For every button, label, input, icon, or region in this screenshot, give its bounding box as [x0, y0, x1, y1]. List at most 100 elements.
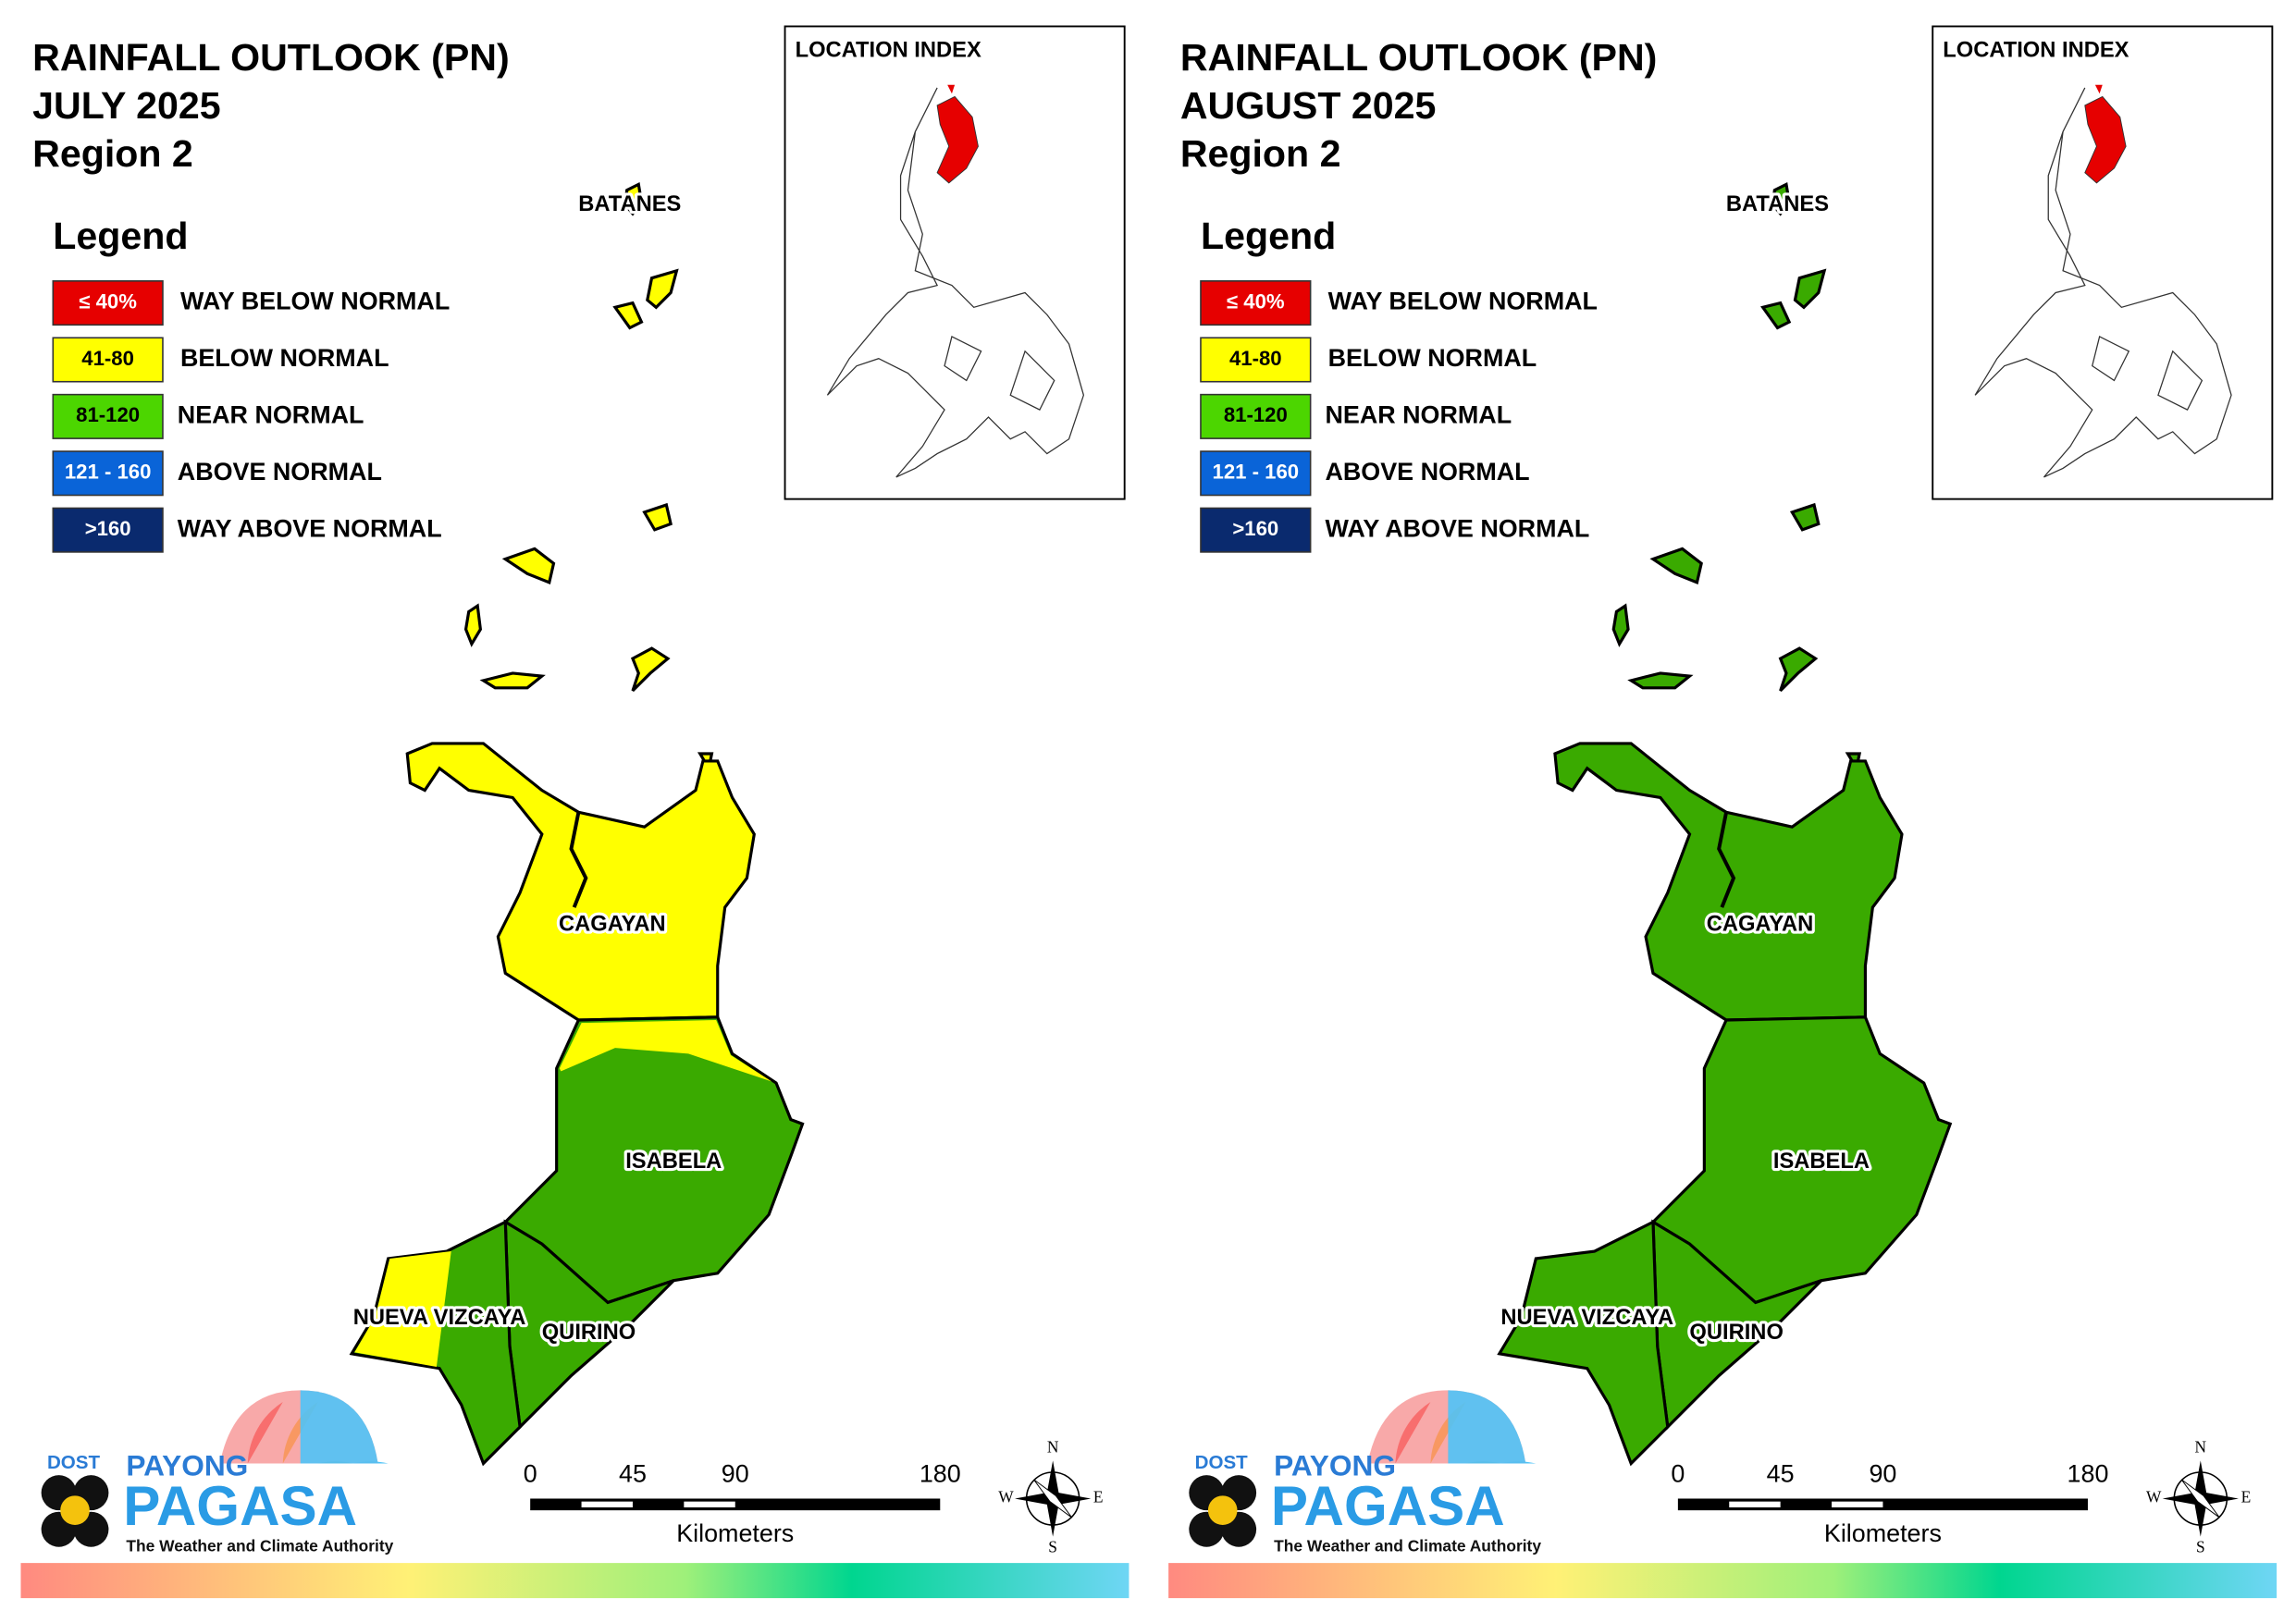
legend-label: WAY ABOVE NORMAL	[178, 514, 442, 542]
outlook-zone	[559, 1020, 772, 1082]
legend-swatch	[52, 280, 164, 326]
legend-swatch-text: 121 - 160	[65, 461, 152, 484]
island	[623, 182, 644, 216]
legend-swatch	[1200, 393, 1312, 439]
compass-star	[2180, 1479, 2220, 1518]
compass-letter: S	[1048, 1537, 1057, 1555]
logo-brand: PAGASA	[1271, 1475, 1505, 1537]
legend-swatch	[1200, 507, 1312, 553]
legend-swatch-text: ≤ 40%	[79, 289, 137, 313]
philippines-outline	[1974, 87, 2232, 478]
scale-bar-seg	[581, 1501, 633, 1507]
province-label: QUIRINO	[542, 1321, 636, 1345]
scale-tick-label: 180	[2068, 1459, 2109, 1487]
scale-bar-seg	[1832, 1501, 1883, 1507]
province-label: NUEVA VIZCAYA	[353, 1306, 526, 1330]
legend-swatch-text: ≤ 40%	[1227, 289, 1285, 313]
legend-swatch	[52, 507, 164, 553]
location-index-label: LOCATION INDEX	[1943, 39, 2129, 63]
island	[1771, 182, 1791, 216]
title-line: Region 2	[32, 132, 193, 175]
region-highlight	[2084, 95, 2127, 184]
river	[1717, 811, 1736, 908]
panel: RAINFALL OUTLOOK (PN) JULY 2025 Region 2 Le…	[20, 25, 1129, 1599]
province-isabela	[1650, 1015, 1953, 1305]
legend-swatch-text: 81-120	[76, 403, 140, 426]
logo-seal	[60, 1495, 90, 1525]
compass-letter: N	[1047, 1438, 1059, 1457]
province-label: ISABELA	[1773, 1150, 1870, 1174]
logo-tagline: The Weather and Climate Authority	[126, 1536, 393, 1555]
legend-swatch	[1200, 280, 1312, 326]
island	[501, 547, 556, 584]
province-label: CAGAYAN	[559, 912, 666, 936]
province-label: ISABELA	[625, 1150, 722, 1174]
legend-label: ABOVE NORMAL	[178, 458, 382, 486]
legend-swatch-text: >160	[1232, 517, 1278, 540]
island	[463, 603, 483, 647]
logo-agency: DOST	[47, 1452, 101, 1473]
scale-tick-label: 180	[920, 1459, 961, 1487]
scale-tick-label: 90	[1869, 1459, 1896, 1487]
province-cagayan	[405, 742, 756, 1022]
scale-tick-label: 45	[1767, 1459, 1795, 1487]
logo-umbrella	[300, 1390, 378, 1464]
legend-swatch-text: 121 - 160	[1213, 461, 1300, 484]
legend-title: Legend	[1201, 215, 1336, 257]
legend-label: NEAR NORMAL	[178, 400, 364, 428]
region-highlight	[936, 95, 979, 184]
province-nueva-vizcaya	[1497, 1219, 1670, 1467]
island	[1793, 268, 1827, 310]
legend-swatch	[52, 393, 164, 439]
compass-star	[1033, 1479, 1073, 1518]
scale-tick-label: 90	[722, 1459, 749, 1487]
title-line: JULY 2025	[32, 84, 221, 127]
scale-bar-seg	[1729, 1501, 1781, 1507]
island	[1611, 603, 1630, 647]
region-highlight	[947, 84, 956, 94]
compass-letter: N	[2195, 1438, 2207, 1457]
footer-band	[20, 1563, 1129, 1599]
title-line: RAINFALL OUTLOOK (PN)	[32, 36, 510, 79]
island	[479, 671, 546, 690]
legend-swatch	[52, 337, 164, 383]
compass-letter: E	[2241, 1487, 2252, 1506]
logo-agency: DOST	[1195, 1452, 1249, 1473]
island	[1778, 646, 1819, 693]
island	[630, 646, 671, 693]
scale-tick-label: 0	[524, 1459, 537, 1487]
legend-label: BELOW NORMAL	[180, 344, 389, 372]
legend-title: Legend	[53, 215, 188, 257]
island	[646, 268, 679, 310]
legend-label: NEAR NORMAL	[1325, 400, 1512, 428]
compass-letter: S	[2196, 1537, 2205, 1555]
province-label: BATANES	[1726, 192, 1829, 216]
island	[612, 301, 644, 330]
legend-swatch-text: 41-80	[81, 347, 134, 370]
region-highlight	[2094, 84, 2103, 94]
legend-swatch	[1200, 337, 1312, 383]
logo-brand: PAGASA	[123, 1475, 357, 1537]
legend-label: WAY BELOW NORMAL	[180, 288, 450, 315]
province-isabela	[502, 1015, 805, 1305]
footer-band	[1168, 1563, 2277, 1599]
title-line: Region 2	[1180, 132, 1341, 175]
island	[1649, 547, 1703, 584]
logo-seal	[1207, 1495, 1238, 1525]
panel: RAINFALL OUTLOOK (PN) AUGUST 2025 Region 2…	[1168, 25, 2277, 1599]
philippines-outline	[826, 87, 1085, 478]
title-line: AUGUST 2025	[1180, 84, 1437, 127]
legend-swatch-text: >160	[85, 517, 131, 540]
province-label: CAGAYAN	[1707, 912, 1814, 936]
compass-letter: W	[998, 1487, 1014, 1506]
legend-label: BELOW NORMAL	[1328, 344, 1537, 372]
province-label: QUIRINO	[1689, 1321, 1783, 1345]
province-label: BATANES	[578, 192, 681, 216]
legend-label: WAY BELOW NORMAL	[1328, 288, 1598, 315]
legend-label: ABOVE NORMAL	[1325, 458, 1529, 486]
compass-letter: W	[2146, 1487, 2162, 1506]
province-cagayan	[1553, 742, 1904, 1022]
legend-swatch-text: 41-80	[1229, 347, 1282, 370]
